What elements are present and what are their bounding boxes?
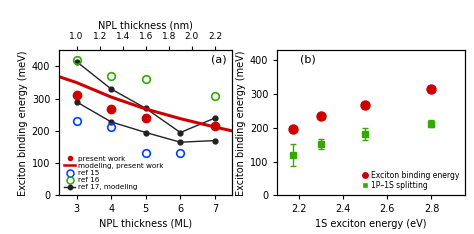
- Y-axis label: Exciton binding energy (meV): Exciton binding energy (meV): [18, 50, 27, 196]
- X-axis label: 1S exciton energy (eV): 1S exciton energy (eV): [315, 219, 427, 229]
- X-axis label: NPL thickness (ML): NPL thickness (ML): [99, 219, 192, 229]
- Text: (a): (a): [211, 55, 227, 65]
- Y-axis label: Exciton binding energy (meV): Exciton binding energy (meV): [236, 50, 246, 196]
- X-axis label: NPL thickness (nm): NPL thickness (nm): [98, 20, 193, 30]
- Text: (b): (b): [300, 55, 316, 65]
- Legend: Exciton binding energy, 1P–1S splitting: Exciton binding energy, 1P–1S splitting: [360, 169, 461, 192]
- Legend: present work, modeling, present work, ref 15, ref 16, ref 17, modeling: present work, modeling, present work, re…: [63, 154, 165, 192]
